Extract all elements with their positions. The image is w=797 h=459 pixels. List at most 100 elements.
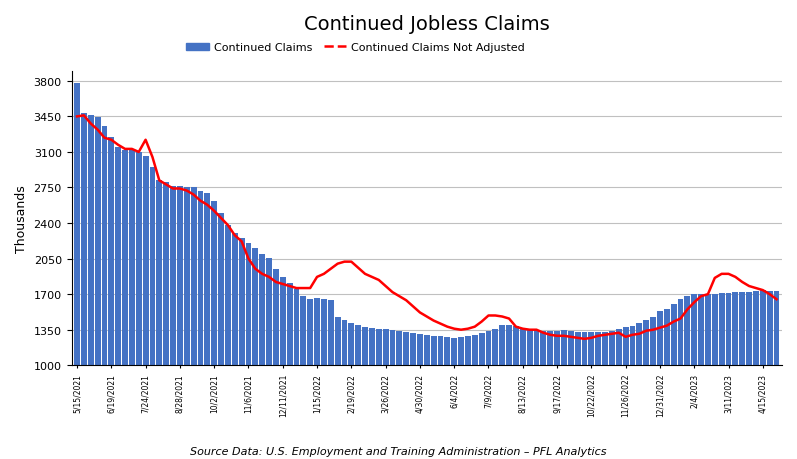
Bar — [472, 335, 477, 459]
Bar — [383, 329, 388, 459]
Bar — [540, 331, 546, 459]
Bar — [348, 323, 354, 459]
Bar — [664, 310, 669, 459]
Bar — [732, 292, 738, 459]
Bar — [719, 293, 724, 459]
Bar — [190, 188, 197, 459]
Bar — [198, 191, 203, 459]
Bar — [603, 332, 608, 459]
Bar — [609, 331, 614, 459]
Bar — [554, 331, 560, 459]
Bar — [520, 328, 526, 459]
Bar — [527, 329, 532, 459]
Bar — [143, 157, 148, 459]
Y-axis label: Thousands: Thousands — [15, 185, 28, 252]
Bar — [705, 295, 711, 459]
Bar — [677, 300, 683, 459]
Bar — [328, 301, 334, 459]
Bar — [396, 331, 402, 459]
Bar — [725, 293, 732, 459]
Bar — [650, 317, 656, 459]
Bar — [95, 118, 100, 459]
Bar — [760, 291, 766, 459]
Bar — [485, 331, 492, 459]
Bar — [698, 295, 704, 459]
Bar — [287, 283, 292, 459]
Bar — [746, 292, 752, 459]
Bar — [445, 337, 450, 459]
Bar — [314, 298, 320, 459]
Bar — [266, 258, 272, 459]
Bar — [108, 137, 114, 459]
Bar — [116, 147, 121, 459]
Bar — [630, 326, 635, 459]
Bar — [575, 332, 580, 459]
Bar — [293, 290, 300, 459]
Bar — [163, 183, 169, 459]
Bar — [88, 116, 93, 459]
Bar — [753, 291, 759, 459]
Bar — [204, 193, 210, 459]
Bar — [129, 151, 135, 459]
Bar — [691, 295, 697, 459]
Bar — [238, 239, 245, 459]
Bar — [643, 320, 649, 459]
Bar — [232, 234, 238, 459]
Bar — [774, 291, 779, 459]
Bar — [335, 317, 340, 459]
Bar — [595, 332, 601, 459]
Bar — [376, 329, 382, 459]
Bar — [616, 329, 622, 459]
Bar — [582, 332, 587, 459]
Bar — [184, 188, 190, 459]
Bar — [390, 330, 395, 459]
Bar — [657, 312, 663, 459]
Bar — [438, 336, 443, 459]
Bar — [622, 327, 629, 459]
Bar — [458, 337, 464, 459]
Bar — [451, 338, 457, 459]
Bar — [424, 335, 430, 459]
Bar — [273, 269, 279, 459]
Bar — [533, 330, 540, 459]
Bar — [740, 292, 745, 459]
Bar — [308, 300, 313, 459]
Text: Source Data: U.S. Employment and Training Administration – PFL Analytics: Source Data: U.S. Employment and Trainin… — [190, 447, 607, 456]
Bar — [712, 295, 718, 459]
Bar — [403, 332, 409, 459]
Bar — [218, 213, 224, 459]
Bar — [259, 254, 265, 459]
Bar — [430, 336, 437, 459]
Bar — [342, 320, 347, 459]
Bar — [513, 326, 519, 459]
Bar — [156, 181, 163, 459]
Bar — [101, 126, 108, 459]
Bar — [637, 323, 642, 459]
Bar — [588, 332, 595, 459]
Bar — [568, 331, 574, 459]
Bar — [177, 187, 183, 459]
Bar — [369, 328, 375, 459]
Bar — [280, 277, 285, 459]
Bar — [493, 329, 498, 459]
Legend: Continued Claims, Continued Claims Not Adjusted: Continued Claims, Continued Claims Not A… — [182, 39, 529, 58]
Bar — [362, 327, 368, 459]
Bar — [135, 152, 142, 459]
Bar — [211, 201, 217, 459]
Bar — [671, 305, 677, 459]
Bar — [74, 84, 80, 459]
Bar — [225, 225, 231, 459]
Bar — [321, 300, 327, 459]
Bar — [506, 325, 512, 459]
Bar — [548, 331, 553, 459]
Bar — [479, 333, 485, 459]
Bar — [561, 330, 567, 459]
Title: Continued Jobless Claims: Continued Jobless Claims — [304, 15, 550, 34]
Bar — [465, 336, 471, 459]
Bar — [122, 151, 128, 459]
Bar — [300, 297, 306, 459]
Bar — [417, 334, 423, 459]
Bar — [355, 325, 361, 459]
Bar — [499, 325, 505, 459]
Bar — [245, 244, 251, 459]
